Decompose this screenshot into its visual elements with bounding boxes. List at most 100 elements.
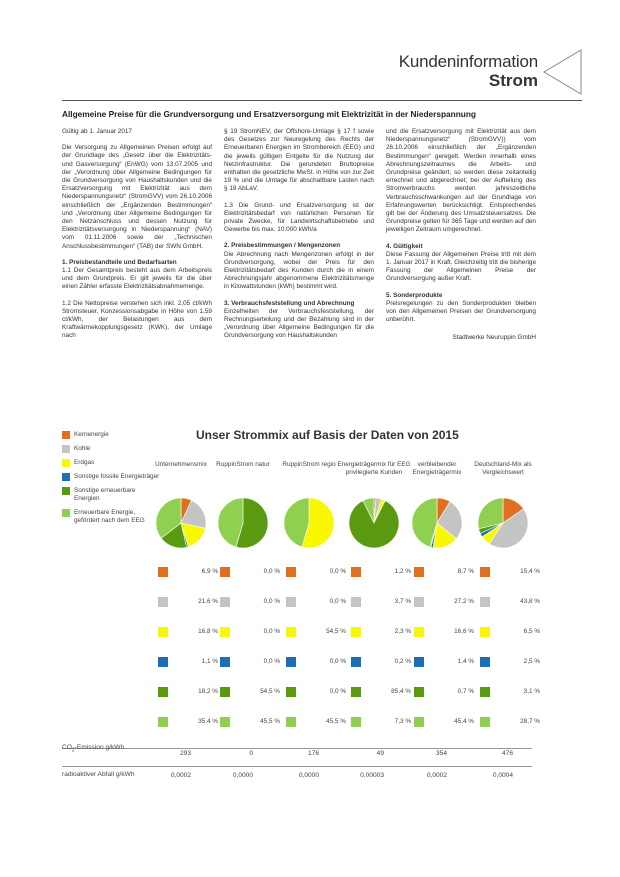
page-subtitle: Strom [488, 71, 538, 90]
percent-label: 0,0 % [263, 658, 280, 665]
value-cell: 3,7 % [351, 597, 411, 607]
legend-item: Kohle [62, 445, 162, 453]
percent-label: 21,6 % [198, 598, 218, 605]
page-header: Kundeninformation Strom [398, 49, 582, 95]
value-cell: 0,7 % [414, 687, 474, 697]
column-header: Energieträgermix für EEG privilegierte K… [337, 461, 411, 476]
value-cell: 0,0 % [220, 657, 280, 667]
section-heading: 1. Preisbestandteile und Bedarfsarten [62, 258, 177, 266]
percent-label: 6,5 % [523, 628, 540, 635]
percent-label: 7,3 % [394, 718, 411, 725]
color-swatch [220, 567, 230, 577]
paragraph: Diese Fassung der Allgemeinen Preise tri… [386, 250, 536, 283]
column-header: RuppinStrom regio [282, 461, 336, 468]
color-swatch [158, 687, 168, 697]
co2-value: 293 [179, 750, 191, 757]
legend-label: Erneuerbare Energie, gefördert nach dem … [74, 509, 145, 524]
value-cell: 8,7 % [414, 567, 474, 577]
co2-value: 354 [435, 750, 447, 757]
color-swatch [286, 687, 296, 697]
color-swatch [414, 657, 424, 667]
value-cell: 21,6 % [158, 597, 218, 607]
color-swatch [351, 567, 361, 577]
pie-slice [155, 497, 182, 539]
paragraph: Die Versorgung zu Allgemeinen Preisen er… [62, 144, 212, 250]
value-cell: 0,0 % [286, 567, 346, 577]
value-cell: 6,5 % [480, 627, 540, 637]
percent-label: 0,0 % [329, 598, 346, 605]
percent-label: 54,5 % [260, 688, 280, 695]
percent-label: 0,0 % [263, 598, 280, 605]
color-swatch [158, 627, 168, 637]
waste-value: 0,0004 [492, 772, 513, 779]
co2-value: 0 [249, 750, 253, 757]
legend-label: Sonstige fossile Energieträger [74, 473, 160, 480]
pie-slice [477, 497, 504, 530]
percent-label: 8,7 % [457, 568, 474, 575]
pie-chart [155, 497, 207, 549]
color-swatch [220, 687, 230, 697]
color-swatch [286, 657, 296, 667]
value-cell: 7,3 % [351, 717, 411, 727]
legend-swatch [62, 473, 70, 481]
color-swatch [480, 687, 490, 697]
value-cell: 0,0 % [220, 627, 280, 637]
color-swatch [351, 687, 361, 697]
value-cell: 0,0 % [286, 687, 346, 697]
percent-label: 0,7 % [457, 688, 474, 695]
triangle-logo-icon [543, 49, 582, 95]
percent-label: 3,7 % [394, 598, 411, 605]
value-cell: 45,5 % [220, 717, 280, 727]
percent-label: 1,2 % [394, 568, 411, 575]
value-cell: 18,2 % [158, 687, 218, 697]
chart-legend: Kernenergie Kohle Erdgas Sonstige fossil… [62, 431, 162, 531]
co2-label-sub: 2 [71, 747, 75, 754]
percent-label: 0,2 % [394, 658, 411, 665]
pie-chart [477, 497, 529, 549]
color-swatch [220, 597, 230, 607]
column-header: Unternehmensmix [155, 461, 207, 468]
legend-swatch [62, 445, 70, 453]
text-columns: Gültig ab 1. Januar 2017 Die Versorgung … [62, 128, 582, 404]
percent-label: 1,4 % [457, 658, 474, 665]
value-cell: 2,3 % [351, 627, 411, 637]
co2-row: CO2-Emission g/kWh [62, 744, 532, 756]
percent-label: 1,1 % [201, 658, 218, 665]
text-column-3: und die Ersatzversorgung mit Elektrizitä… [386, 128, 536, 351]
value-cell: 27,2 % [414, 597, 474, 607]
value-cell: 0,0 % [220, 567, 280, 577]
value-cell: 16,8 % [158, 627, 218, 637]
percent-label: 54,5 % [326, 628, 346, 635]
value-cell: 0,0 % [286, 597, 346, 607]
page-title: Kundeninformation [398, 52, 539, 71]
percent-label: 45,5 % [326, 718, 346, 725]
percent-label: 85,4 % [391, 688, 411, 695]
color-swatch [414, 597, 424, 607]
value-cell: 28,7 % [480, 717, 540, 727]
percent-label: 0,0 % [329, 688, 346, 695]
color-swatch [414, 687, 424, 697]
section-headline: Allgemeine Preise für die Grundversorgun… [62, 109, 477, 119]
legend-label: Erdgas [74, 459, 95, 466]
pie-slice [436, 501, 463, 540]
paragraph: § 19 StromNEV, der Offshore-Umlage § 17 … [224, 128, 374, 193]
color-swatch [414, 627, 424, 637]
legend-label: Kernenergie [74, 431, 109, 438]
color-swatch [158, 717, 168, 727]
waste-value: 0,0000 [232, 772, 253, 779]
legend-item: Sonstige erneuerbare Energien [62, 487, 162, 503]
co2-label: CO2-Emission g/kWh [62, 744, 124, 753]
paragraph: 1.3 Die Grund- und Ersatzversorgung ist … [224, 201, 374, 234]
co2-label-post: -Emission g/kWh [74, 744, 125, 751]
color-swatch [351, 597, 361, 607]
paragraph: Einzelheiten der Verbrauchsfeststellung,… [224, 307, 374, 340]
validity-text: Gültig ab 1. Januar 2017 [62, 128, 132, 135]
legend-item: Erneuerbare Energie, gefördert nach dem … [62, 509, 162, 525]
color-swatch [220, 627, 230, 637]
value-cell: 16,6 % [414, 627, 474, 637]
section-heading: 4. Gültigkeit [386, 242, 423, 250]
co2-value: 176 [307, 750, 319, 757]
waste-value: 0,0002 [170, 772, 191, 779]
paragraph: Preisregelungen zu den Sonderprodukten b… [386, 299, 536, 324]
signature-text: Stadtwerke Neuruppin GmbH [452, 334, 536, 342]
